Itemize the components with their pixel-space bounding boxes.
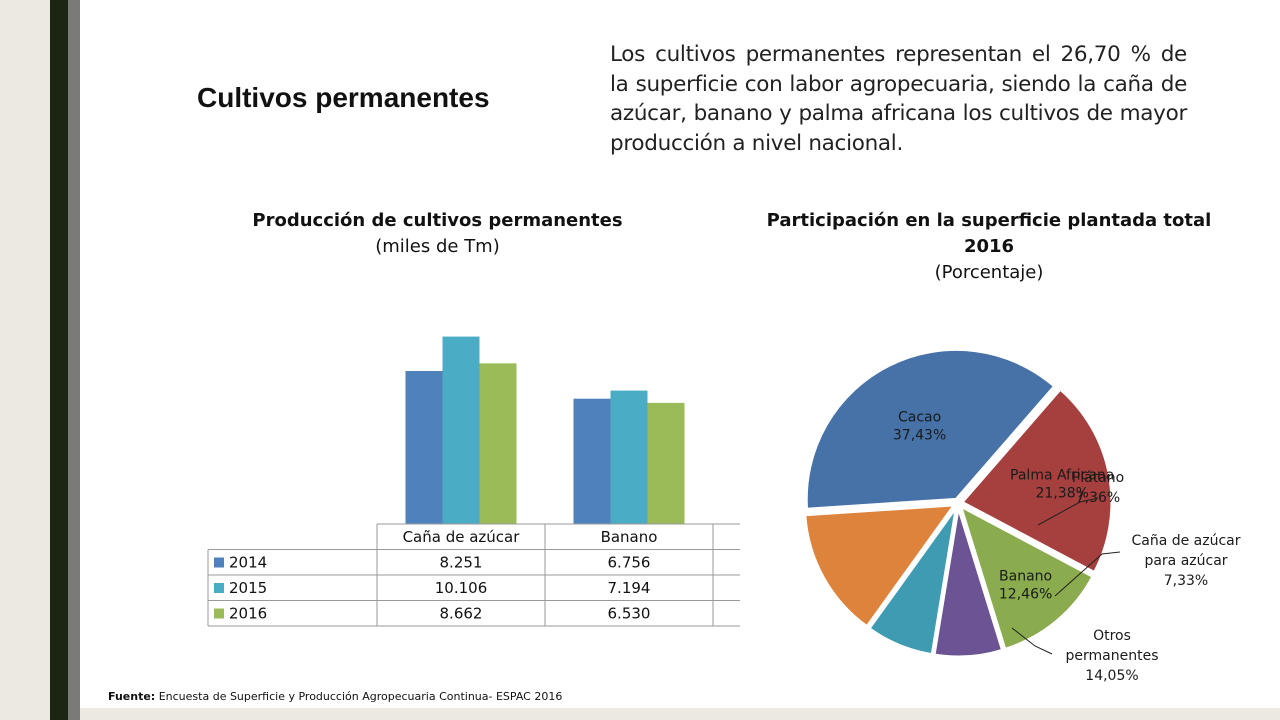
bar-chart-title: Producción de cultivos permanentes (252, 210, 623, 231)
pie-slice-4 (803, 503, 958, 629)
pie-leader-line-3 (1054, 551, 1121, 597)
table-cell-2016-1: 6.530 (608, 605, 651, 623)
bar-2016-0 (479, 363, 517, 524)
legend-swatch-2014 (214, 557, 224, 568)
pie-value-5: 37,43% (893, 427, 946, 443)
bar-2014-0 (405, 370, 443, 524)
pie-slice-1 (958, 503, 1096, 652)
source-label: Fuente: (108, 690, 156, 703)
pie-chart-subtitle: (Porcentaje) (934, 262, 1044, 283)
pie-label-5: Cacao (898, 409, 941, 425)
bar-2016-1 (647, 402, 685, 524)
pie-label-4: Otros (1093, 628, 1131, 644)
bar-2015-1 (610, 390, 648, 524)
left-dark-border (50, 0, 68, 720)
pie-chart-title: Participación en la superficie plantada … (766, 210, 1212, 257)
page-title: Cultivos permanentes (197, 82, 490, 113)
pie-slice-2 (932, 506, 1005, 659)
pie-label-4: permanentes (1066, 648, 1159, 664)
pie-value-4: 14,05% (1085, 668, 1138, 684)
bar-chart-heading: Producción de cultivos permanentes (mile… (240, 208, 635, 260)
pie-slice-5 (804, 347, 1057, 511)
pie-value-1: 12,46% (999, 587, 1052, 603)
table-cell-2015-1: 7.194 (608, 579, 651, 597)
pie-label-3: para azúcar (1144, 553, 1227, 569)
legend-label-2014: 2014 (229, 554, 267, 572)
slide-description: Los cultivos permanentes representan el … (610, 42, 1187, 156)
pie-leader-line-4 (1011, 627, 1053, 655)
pie-leader-line-2 (1037, 497, 1099, 526)
pie-label-3: Caña de azúcar (1131, 533, 1240, 549)
table-cell-2015-0: 10.106 (435, 579, 488, 597)
bar-2015-0 (442, 336, 480, 524)
pie-label-1: Banano (999, 569, 1052, 585)
source-note: Fuente: Encuesta de Superficie y Producc… (108, 690, 562, 703)
legend-swatch-2016 (214, 608, 224, 619)
legend-swatch-2015 (214, 583, 224, 593)
bar-2014-1 (573, 398, 611, 524)
slide: Cultivos permanentes Los cultivos perman… (80, 0, 1280, 708)
left-gray-border (68, 0, 80, 720)
category-label-0: Caña de azúcar (403, 528, 521, 546)
pie-label-0: Palma Africana (1010, 468, 1114, 484)
table-cell-2016-0: 8.662 (440, 605, 483, 623)
bar-chart: Caña de azúcarBananoPalma africana20148.… (207, 336, 740, 627)
pie-value-0: 21,38% (1036, 486, 1089, 502)
table-cell-2014-0: 8.251 (440, 554, 483, 572)
legend-label-2015: 2015 (229, 579, 267, 597)
pie-chart: Palma Africana 21,38% Banano 12,46% Plátano 7… (803, 347, 1241, 684)
category-label-1: Banano (601, 528, 658, 546)
pie-slice-3 (866, 505, 958, 657)
pie-chart-heading: Participación en la superficie plantada … (740, 208, 1238, 286)
bar-chart-subtitle: (miles de Tm) (375, 236, 500, 257)
source-text: Encuesta de Superficie y Producción Agro… (155, 690, 563, 703)
pie-label-2: Plátano (1072, 470, 1124, 486)
pie-value-3: 7,33% (1164, 573, 1208, 589)
legend-label-2016: 2016 (229, 605, 267, 623)
table-cell-2014-1: 6.756 (608, 554, 651, 572)
